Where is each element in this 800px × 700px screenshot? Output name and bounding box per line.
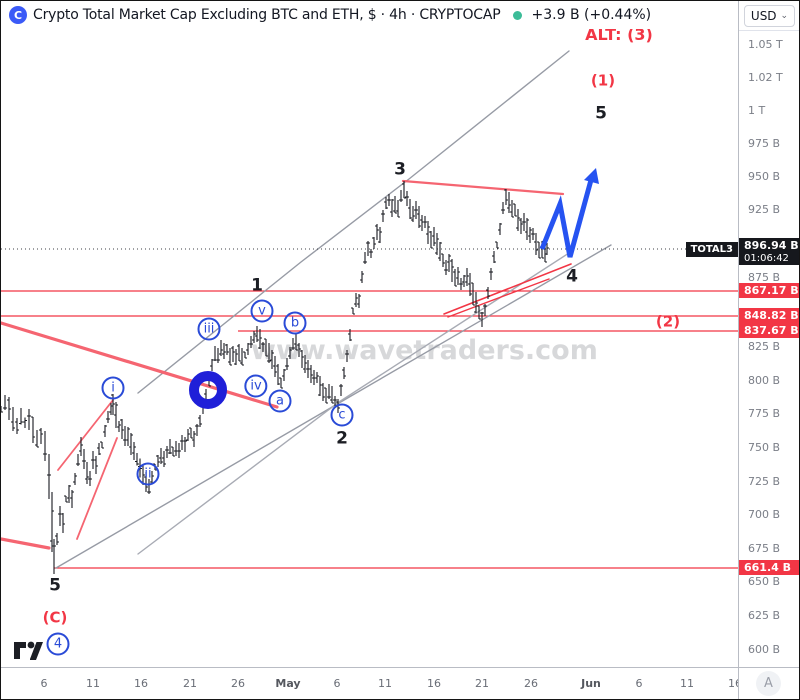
price-tick: 675 B <box>748 542 781 555</box>
red-wave3-top-trendline[interactable] <box>401 179 565 196</box>
time-tick: 6 <box>40 677 48 690</box>
tradingview-logo[interactable] <box>13 641 43 660</box>
wave-circle-v[interactable]: v <box>250 299 274 323</box>
time-tick: 21 <box>475 677 489 690</box>
wave-label-paren2[interactable]: (2) <box>655 312 681 331</box>
time-tick: 16 <box>427 677 441 690</box>
symbol-title[interactable]: Crypto Total Market Cap Excluding BTC an… <box>33 7 501 23</box>
time-tick: 21 <box>183 677 197 690</box>
last-price-badge: 896.94 B 01:06:42 <box>739 238 799 265</box>
projection-arrow[interactable] <box>539 179 594 258</box>
price-level-badge: 837.67 B <box>739 323 799 338</box>
time-tick-month: Jun <box>581 677 601 690</box>
projection-arrow-head <box>584 168 599 184</box>
wave-circle-c[interactable]: c <box>330 403 354 427</box>
price-tick: 750 B <box>748 441 781 454</box>
wave-label-4[interactable]: 4 <box>566 266 578 287</box>
time-tick: 26 <box>231 677 245 690</box>
chart-legend: C Crypto Total Market Cap Excluding BTC … <box>1 1 738 29</box>
blue-donut-marker[interactable] <box>189 371 227 409</box>
axis-corner: A <box>738 667 799 699</box>
time-tick: 26 <box>524 677 538 690</box>
price-level-badge: 661.4 B <box>739 560 799 575</box>
gray-channel-inner-trendline[interactable] <box>137 252 570 555</box>
price-level-badge: 848.82 B <box>739 308 799 323</box>
price-tick: 600 B <box>748 643 781 656</box>
red-wave4-line-a-trendline[interactable] <box>443 263 572 315</box>
cryptocap-source-icon: C <box>9 6 27 24</box>
price-tick: 975 B <box>748 137 781 150</box>
gray-channel-upper-trendline[interactable] <box>137 50 570 394</box>
market-status-icon[interactable] <box>512 10 522 20</box>
wave-label-5-top[interactable]: 5 <box>595 103 607 124</box>
wave-circle-b[interactable]: b <box>283 311 307 335</box>
wave-circle-4[interactable]: 4 <box>46 632 70 656</box>
price-tick: 700 B <box>748 508 781 521</box>
price-level-badge: 867.17 B <box>739 283 799 298</box>
price-tick: 1 T <box>748 104 766 117</box>
time-tick: 11 <box>378 677 392 690</box>
wave-circle-i[interactable]: i <box>101 376 125 400</box>
red-mini-channel-upper-trendline[interactable] <box>57 399 114 471</box>
price-axis[interactable]: USD ⌄ 1.05 T 1.02 T 1 T 975 B 950 B 925 B 875 … <box>738 1 799 667</box>
wave-label-1[interactable]: 1 <box>251 275 263 296</box>
red-resistance-upper-left-trendline[interactable] <box>1 321 279 409</box>
price-tick: 925 B <box>748 203 781 216</box>
price-tick: 775 B <box>748 407 781 420</box>
currency-label: USD <box>750 9 777 23</box>
time-tick: 16 <box>134 677 148 690</box>
red-wave4-line-b-trendline[interactable] <box>447 278 550 318</box>
time-tick: 11 <box>680 677 694 690</box>
red-mini-channel-lower-trendline[interactable] <box>76 437 118 540</box>
time-tick: 11 <box>86 677 100 690</box>
price-tick: 1.02 T <box>748 71 783 84</box>
price-tick: 650 B <box>748 575 781 588</box>
chevron-down-icon: ⌄ <box>780 11 789 21</box>
price-tick: 1.05 T <box>748 38 783 51</box>
price-bars <box>1 181 549 574</box>
price-change-label: +3.9 B (+0.44%) <box>531 7 652 23</box>
wave-label-3[interactable]: 3 <box>394 159 406 180</box>
price-tick: 800 B <box>748 374 781 387</box>
time-axis[interactable]: 6 11 16 21 26 May 6 11 16 21 26 Jun 6 11 16 <box>1 667 742 699</box>
price-tick: 875 B <box>748 271 781 284</box>
time-tick-month: May <box>275 677 301 690</box>
symbol-price-tag: TOTAL3 <box>685 242 738 257</box>
currency-row: USD ⌄ <box>739 1 799 31</box>
price-tick: 725 B <box>748 475 781 488</box>
wave-label-parenC[interactable]: (C) <box>42 608 68 627</box>
price-tick: 625 B <box>748 609 781 622</box>
wave-label-5-bottom[interactable]: 5 <box>49 575 61 596</box>
wave-label-2[interactable]: 2 <box>336 428 348 449</box>
chart-canvas[interactable]: www.wavetraders.com 1 2 3 4 5 5 ALT: (3)… <box>1 1 738 667</box>
time-tick: 6 <box>333 677 341 690</box>
gray-channel-lower-trendline[interactable] <box>55 244 612 569</box>
wave-circle-ii[interactable]: ii <box>136 462 160 486</box>
wave-label-paren1[interactable]: (1) <box>590 71 616 90</box>
last-price-value: 896.94 B <box>744 239 799 252</box>
currency-selector[interactable]: USD ⌄ <box>744 5 795 27</box>
price-tick: 825 B <box>748 340 781 353</box>
bar-countdown: 01:06:42 <box>744 253 789 264</box>
price-chart-svg <box>1 50 738 574</box>
wave-circle-iii[interactable]: iii <box>197 317 221 341</box>
wave-circle-iv[interactable]: iv <box>244 374 268 398</box>
watermark: www.wavetraders.com <box>251 335 598 366</box>
alt-count-label[interactable]: ALT: (3) <box>585 25 653 44</box>
price-tick: 950 B <box>748 170 781 183</box>
red-trend-bottom-left-trendline[interactable] <box>1 537 51 550</box>
time-tick: 6 <box>635 677 643 690</box>
wave-circle-a[interactable]: a <box>268 389 292 413</box>
auto-scale-button[interactable]: A <box>756 671 781 696</box>
